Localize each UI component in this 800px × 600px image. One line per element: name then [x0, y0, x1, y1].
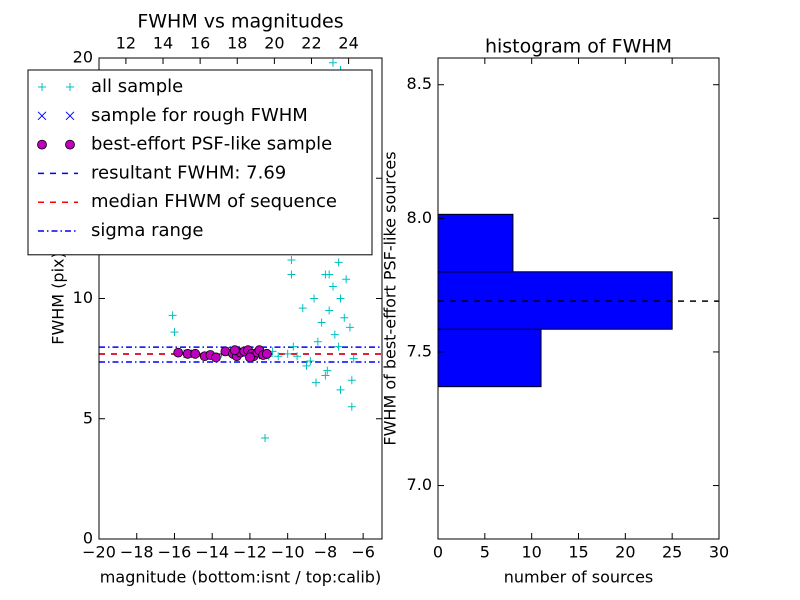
x2-tick-label: 12	[116, 34, 136, 53]
point	[173, 347, 184, 358]
plot: 0 5 10 15 20 25 30 7.0 7.5 8.0 8.5 histogram of FWH…	[381, 36, 730, 587]
legend-label: all sample	[91, 76, 183, 97]
point	[313, 337, 322, 346]
legend-label: best-effort PSF-like sample	[91, 134, 332, 155]
point	[245, 352, 255, 363]
x-tick-label: −12	[233, 543, 267, 562]
point	[37, 111, 47, 121]
data-marks	[437, 213, 719, 388]
x-axis-label: magnitude (bottom:isnt / top:calib)	[100, 568, 381, 587]
point	[325, 270, 334, 279]
point	[283, 349, 292, 358]
point	[190, 348, 201, 359]
legend-label: resultant FWHM: 7.69	[91, 162, 286, 183]
point	[310, 294, 319, 303]
point	[262, 348, 272, 359]
x-tick-label: 0	[433, 543, 443, 562]
point	[311, 378, 320, 387]
point	[328, 58, 337, 67]
x-tick-label: −20	[82, 543, 116, 562]
bar	[437, 213, 514, 273]
y-tick-label: 7.0	[407, 475, 432, 494]
point	[328, 282, 337, 291]
y-tick-label: 8.5	[407, 74, 432, 93]
point	[37, 139, 47, 150]
legend: all sample sample for rough FWHM best-effo…	[27, 69, 373, 256]
x-tick-label: 5	[480, 543, 490, 562]
x2-tick-label: 24	[338, 34, 358, 53]
x2-tick-label: 16	[190, 34, 210, 53]
point	[334, 342, 343, 351]
point	[336, 294, 345, 303]
y-tick-label: 8.0	[407, 208, 432, 227]
x-tick-label: 30	[709, 543, 729, 562]
point	[38, 83, 46, 91]
plot-frame	[437, 57, 720, 540]
x-tick-label: −14	[195, 543, 229, 562]
point	[342, 275, 351, 284]
point	[229, 345, 240, 356]
point	[306, 357, 315, 366]
point	[289, 342, 298, 351]
legend-label: median FHWM of sequence	[91, 191, 337, 212]
y-tick-label: 0	[83, 529, 93, 548]
plot-frame	[98, 57, 383, 540]
chart-title: histogram of FWHM	[485, 36, 672, 58]
legend-label: sigma range	[91, 220, 203, 241]
y-tick-label: 10	[73, 288, 93, 307]
point	[349, 354, 358, 363]
x2-tick-label: 18	[227, 34, 247, 53]
y-axis-label: FWHM of best-effort PSF-like sources	[381, 151, 400, 445]
x-tick-label: −16	[158, 543, 192, 562]
y-tick-label: 7.5	[407, 341, 432, 360]
point	[325, 306, 334, 315]
plot: −20 −18 −16 −14 −12 −10 −8 −6 12 14 16 18 20 22 24 0 5 10…	[27, 11, 383, 587]
y-tick-label: 5	[83, 408, 93, 427]
point	[65, 139, 75, 150]
point	[323, 366, 332, 375]
x-tick-label: −8	[314, 543, 338, 562]
legend-label: sample for rough FWHM	[91, 105, 308, 126]
x-tick-label: 15	[568, 543, 588, 562]
point	[298, 304, 307, 313]
point	[317, 318, 326, 327]
y-tick-label: 20	[73, 48, 93, 67]
x-tick-label: −6	[351, 543, 375, 562]
point	[347, 402, 356, 411]
point	[287, 256, 296, 265]
point	[261, 433, 270, 442]
point	[345, 323, 354, 332]
legend-box	[27, 69, 373, 256]
x2-tick-label: 14	[153, 34, 173, 53]
bar	[437, 328, 542, 388]
point	[287, 270, 296, 279]
x-tick-label: 25	[662, 543, 682, 562]
point	[330, 330, 339, 339]
x-tick-label: 20	[615, 543, 635, 562]
x-tick-label: −18	[120, 543, 154, 562]
x-tick-label: 10	[521, 543, 541, 562]
point	[168, 311, 177, 320]
x2-tick-label: 20	[264, 34, 284, 53]
point	[347, 376, 356, 385]
point	[336, 385, 345, 394]
x-tick-label: −10	[271, 543, 305, 562]
bar	[437, 271, 673, 330]
point	[211, 352, 221, 363]
point	[340, 313, 349, 322]
point	[334, 258, 343, 267]
point	[66, 83, 74, 91]
point	[170, 328, 179, 337]
point	[65, 111, 75, 121]
chart-title: FWHM vs magnitudes	[137, 11, 343, 33]
x2-tick-label: 22	[301, 34, 321, 53]
x-axis-label: number of sources	[504, 568, 654, 587]
point	[274, 352, 283, 361]
y-axis-label: FWHM (pix)	[49, 252, 68, 345]
point	[302, 361, 311, 370]
point	[321, 371, 330, 380]
point	[293, 352, 302, 361]
